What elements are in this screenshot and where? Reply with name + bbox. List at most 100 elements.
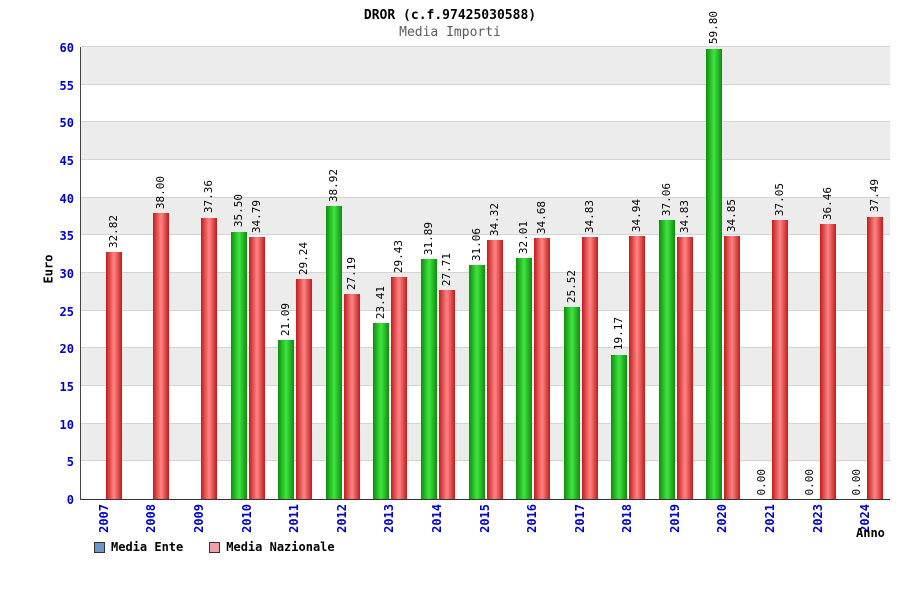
bar-value-label-media-ente-2013: 23.41 (374, 285, 388, 319)
x-tick-label-2008: 2008 (144, 504, 159, 533)
y-tick-label: 20 (59, 342, 74, 357)
plot-band (81, 47, 890, 85)
y-axis-ticks: 0 5 10 15 20 25 30 35 40 45 50 55 60 (0, 41, 74, 507)
bar-value-label-media-nazionale-2020: 34.85 (725, 199, 739, 233)
gridline (81, 234, 890, 236)
x-tick-label-2015: 2015 (477, 504, 492, 533)
bar-value-label-media-ente-2011: 21.09 (279, 303, 293, 337)
x-tick-label-2017: 2017 (572, 504, 587, 533)
legend-label-media-nazionale: Media Nazionale (226, 540, 335, 554)
x-tick-label-2020: 2020 (715, 504, 730, 533)
bar-value-label-media-ente-2017: 25.52 (564, 269, 578, 303)
legend-item-media-ente: Media Ente (94, 540, 183, 554)
bar-value-label-media-ente-2012: 38.92 (326, 168, 340, 202)
bar-media-nazionale-2024 (867, 216, 884, 499)
bar-media-nazionale-2018 (629, 235, 646, 499)
y-tick-label: 10 (59, 417, 74, 432)
x-tick-label-2021: 2021 (763, 504, 778, 533)
x-tick-label-2018: 2018 (620, 504, 635, 533)
bar-value-label-media-nazionale-2008: 38.00 (154, 175, 168, 209)
y-tick-label: 0 (66, 493, 74, 507)
bar-media-ente-2019 (658, 219, 675, 499)
legend-item-media-nazionale: Media Nazionale (209, 540, 335, 554)
bar-media-nazionale-2008 (153, 212, 170, 499)
bar-media-nazionale-2023 (819, 224, 836, 499)
bar-media-ente-2010 (230, 231, 247, 499)
gridline (81, 159, 890, 160)
bar-value-label-media-nazionale-2018: 34.94 (630, 198, 644, 232)
bar-value-label-media-nazionale-2011: 29.24 (297, 241, 311, 275)
bar-media-nazionale-2012 (343, 294, 360, 499)
bar-value-label-media-nazionale-2021: 37.05 (773, 182, 787, 216)
bar-media-ente-2016 (516, 257, 533, 499)
x-tick-label-2014: 2014 (429, 504, 444, 533)
gridline (81, 121, 890, 123)
x-tick-label-2019: 2019 (667, 504, 682, 533)
bar-value-label-media-ente-2019: 37.06 (659, 182, 673, 216)
bar-value-label-media-ente-2020: 59.80 (707, 11, 721, 45)
x-tick-label-2016: 2016 (525, 504, 540, 533)
bar-media-ente-2013 (373, 322, 390, 499)
x-tick-label-2011: 2011 (287, 504, 302, 533)
bar-media-nazionale-2017 (581, 236, 598, 499)
gridline (81, 385, 890, 386)
gridline (81, 309, 890, 311)
bar-value-label-media-ente-2018: 19.17 (612, 317, 626, 351)
y-tick-label: 40 (59, 191, 74, 206)
bar-media-nazionale-2013 (391, 277, 408, 499)
bar-value-label-media-nazionale-2023: 36.46 (820, 187, 834, 221)
bar-value-label-media-nazionale-2012: 27.19 (344, 257, 358, 291)
x-tick-label-2013: 2013 (382, 504, 397, 533)
x-tick-label-2012: 2012 (334, 504, 349, 533)
bar-value-label-media-nazionale-2019: 34.83 (677, 199, 691, 233)
gridline (81, 422, 890, 424)
bar-value-label-media-ente-2024: 0.00 (850, 468, 864, 496)
bar-media-nazionale-2010 (248, 236, 265, 499)
y-tick-label: 45 (59, 154, 74, 168)
bar-media-ente-2018 (611, 354, 628, 499)
x-tick-label-2009: 2009 (191, 504, 206, 533)
y-tick-label: 55 (59, 78, 74, 93)
bar-value-label-media-nazionale-2015: 34.32 (487, 203, 501, 237)
y-tick-label: 25 (59, 304, 74, 319)
bar-value-label-media-nazionale-2007: 32.82 (106, 214, 120, 248)
bar-media-nazionale-2020 (724, 236, 741, 499)
plot-band (81, 122, 890, 160)
gridline (81, 196, 890, 198)
bar-media-ente-2020 (706, 48, 723, 499)
legend-swatch-media-ente (94, 541, 105, 553)
bar-value-label-media-nazionale-2014: 27.71 (439, 253, 453, 287)
y-tick-label: 35 (59, 229, 74, 244)
y-tick-label: 60 (59, 41, 74, 55)
x-tick-label-2007: 2007 (96, 504, 111, 533)
bar-media-nazionale-2016 (534, 237, 551, 499)
gridline (81, 83, 890, 85)
bar-value-label-media-ente-2016: 32.01 (517, 220, 531, 254)
legend: Media Ente Media Nazionale (94, 540, 335, 554)
bar-media-nazionale-2014 (438, 290, 455, 499)
chart-subtitle: Media Importi (399, 25, 501, 40)
bar-value-label-media-nazionale-2017: 34.83 (582, 199, 596, 233)
bar-media-ente-2015 (468, 265, 485, 499)
bar-media-ente-2017 (563, 306, 580, 499)
y-tick-label: 5 (66, 455, 74, 470)
gridline (81, 460, 890, 462)
bar-value-label-media-ente-2014: 31.89 (421, 221, 435, 255)
bar-media-ente-2011 (278, 340, 295, 499)
bar-media-nazionale-2009 (200, 217, 217, 499)
gridline (81, 272, 890, 273)
bar-value-label-media-ente-2021: 0.00 (755, 468, 769, 496)
bar-media-nazionale-2007 (105, 251, 122, 499)
x-axis-title: Anno (856, 526, 885, 540)
y-tick-label: 15 (59, 380, 74, 394)
bar-value-label-media-ente-2023: 0.00 (802, 468, 816, 496)
bar-media-nazionale-2021 (772, 219, 789, 499)
y-tick-label: 30 (59, 267, 74, 281)
legend-swatch-media-nazionale (209, 541, 221, 553)
gridline (81, 347, 890, 349)
legend-label-media-ente: Media Ente (111, 540, 184, 554)
bar-value-label-media-nazionale-2013: 29.43 (392, 240, 406, 274)
gridline (81, 46, 890, 47)
bar-media-nazionale-2015 (486, 240, 503, 499)
